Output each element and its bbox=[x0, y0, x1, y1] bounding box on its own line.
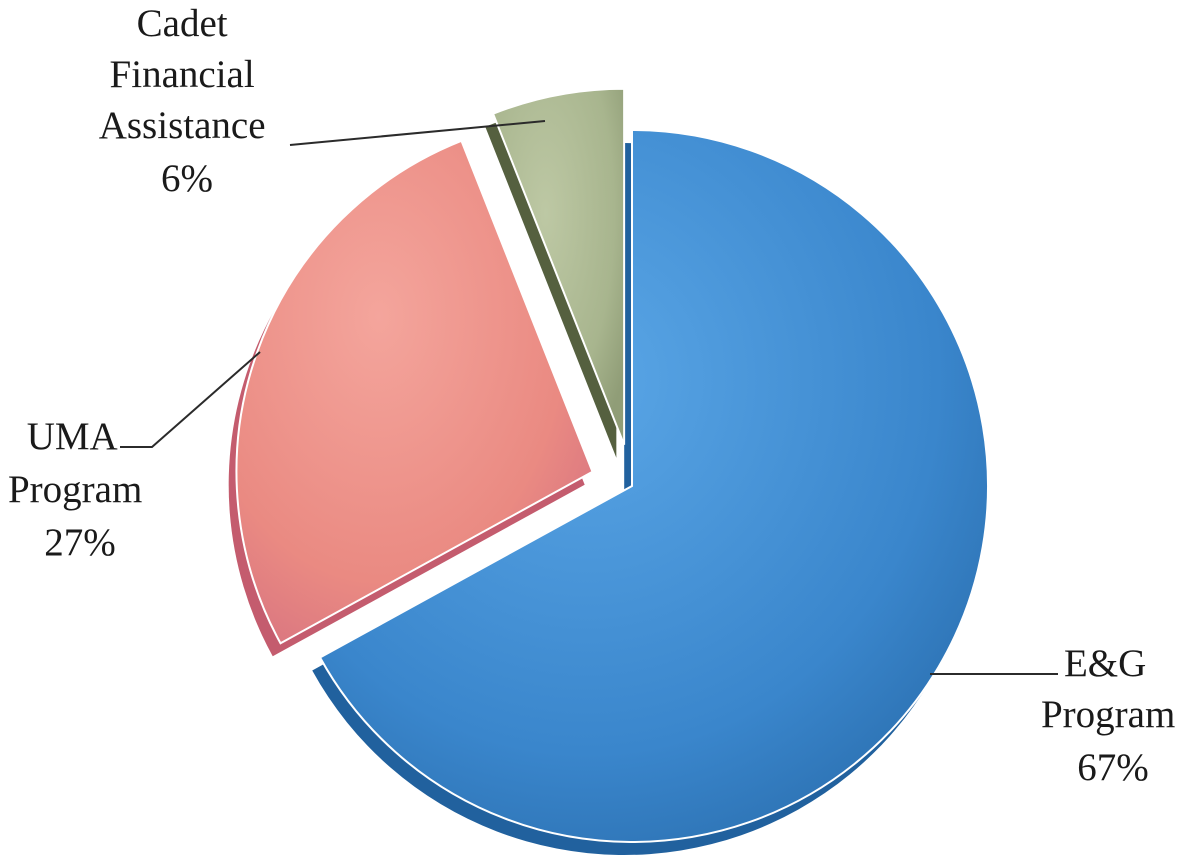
pie-slice-uma-program bbox=[235, 139, 594, 645]
svg-text:E&G Program 67%: E&G Program 67% bbox=[1041, 642, 1185, 789]
leader-line-cadet-financial-assistance bbox=[289, 120, 546, 146]
leader-lines bbox=[120, 120, 1058, 675]
label-line: E&G bbox=[1064, 642, 1146, 685]
label-line: Financial bbox=[110, 53, 255, 96]
pie-slice-cadet-financial-assistance bbox=[491, 87, 626, 446]
pie-slice-eg-program bbox=[318, 128, 989, 843]
slice-label-uma-program: UMA Program 27% bbox=[8, 415, 152, 564]
slice-label-eg-program: E&G Program 67% bbox=[1041, 642, 1185, 789]
label-line: Program bbox=[8, 468, 142, 511]
label-value: 67% bbox=[1077, 746, 1149, 789]
slices bbox=[235, 87, 989, 843]
label-line: UMA bbox=[27, 415, 118, 458]
svg-text:Cadet Financial As: Cadet Financial Assistance 6% bbox=[99, 2, 276, 200]
label-line: Program bbox=[1041, 693, 1175, 736]
leader-line-uma-program bbox=[120, 351, 261, 448]
label-line: Cadet bbox=[137, 2, 228, 45]
svg-text:UMA Program 27%: UMA Program 27% bbox=[8, 415, 152, 564]
slice-label-cadet-financial-assistance: Cadet Financial Assistance 6% bbox=[99, 2, 276, 200]
label-value: 27% bbox=[44, 521, 116, 564]
label-value: 6% bbox=[161, 157, 213, 200]
label-line: Assistance bbox=[99, 104, 266, 147]
